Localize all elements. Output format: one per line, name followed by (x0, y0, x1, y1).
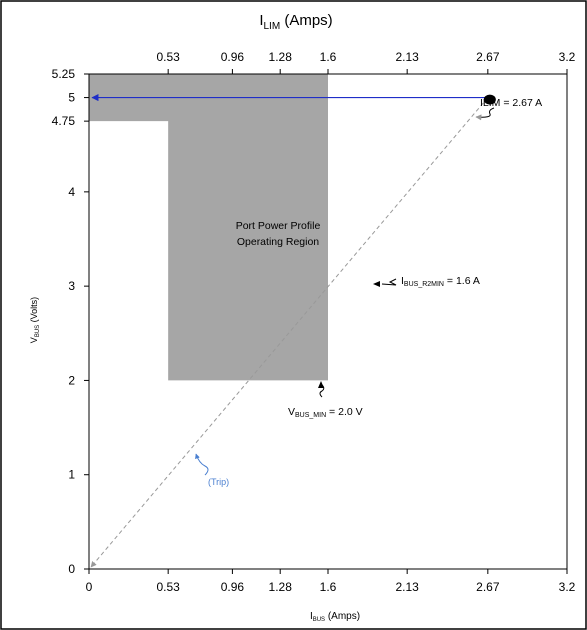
region-label-line2: Operating Region (237, 236, 319, 248)
y-tick-label: 1 (68, 468, 75, 482)
x-bottom-tick-label: 0.96 (221, 580, 245, 594)
y-axis-ticks: 0 1 2 3 4 4.75 5 5.25 (52, 67, 89, 576)
x-bottom-tick-label: 2.67 (476, 580, 500, 594)
vbus-min-callout-arrowhead (318, 381, 324, 388)
x-bottom-tick-label: 3.2 (559, 580, 576, 594)
ibus-r2min-callout-arrowhead (373, 281, 380, 287)
trip-label: (Trip) (208, 477, 229, 487)
y-tick-label: 0 (68, 562, 75, 576)
y-tick-label: 4.75 (52, 114, 76, 128)
x-axis-title: IBUS (Amps) (310, 611, 360, 623)
vbus-min-label: VBUS_MIN = 2.0 V (288, 406, 363, 419)
operating-region (89, 74, 328, 381)
ilim-callout-squiggle (475, 107, 495, 121)
x-top-tick-label: 2.67 (476, 50, 500, 64)
ibus-r2min-callout-squiggle (381, 278, 397, 286)
y-tick-label: 5.25 (52, 67, 76, 81)
x-top-tick-label: 3.2 (559, 50, 576, 64)
x-top-tick-label: 1.28 (269, 50, 293, 64)
x-axis-bottom-ticks: 0 0.53 0.96 1.28 1.6 2.13 2.67 3.2 (86, 569, 576, 594)
operating-point-marker (483, 94, 496, 105)
trip-callout-squiggle (195, 453, 209, 476)
ilim-label: ILIM = 2.67 A (480, 97, 542, 109)
top-axis-title: ILIM (Amps) (259, 12, 332, 32)
x-bottom-tick-label: 0 (86, 580, 93, 594)
ibus-r2min-label: IBUS_R2MIN = 1.6 A (401, 275, 480, 288)
region-label-line1: Port Power Profile (236, 220, 321, 232)
y-tick-label: 4 (68, 185, 75, 199)
x-top-tick-label: 0.53 (156, 50, 180, 64)
x-bottom-tick-label: 1.28 (269, 580, 293, 594)
x-bottom-tick-label: 0.53 (156, 580, 180, 594)
x-top-tick-label: 1.6 (320, 50, 337, 64)
y-tick-label: 2 (68, 373, 75, 387)
x-axis-top-ticks: 0.53 0.96 1.28 1.6 2.13 2.67 3.2 (156, 50, 576, 74)
y-tick-label: 5 (68, 91, 75, 105)
trip-load-line (90, 97, 489, 568)
y-tick-label: 3 (68, 279, 75, 293)
x-top-tick-label: 2.13 (395, 50, 419, 64)
x-bottom-tick-label: 1.6 (320, 580, 337, 594)
y-axis-title: VBUS (Volts) (29, 297, 41, 343)
x-top-tick-label: 0.96 (221, 50, 245, 64)
x-bottom-tick-label: 2.13 (395, 580, 419, 594)
